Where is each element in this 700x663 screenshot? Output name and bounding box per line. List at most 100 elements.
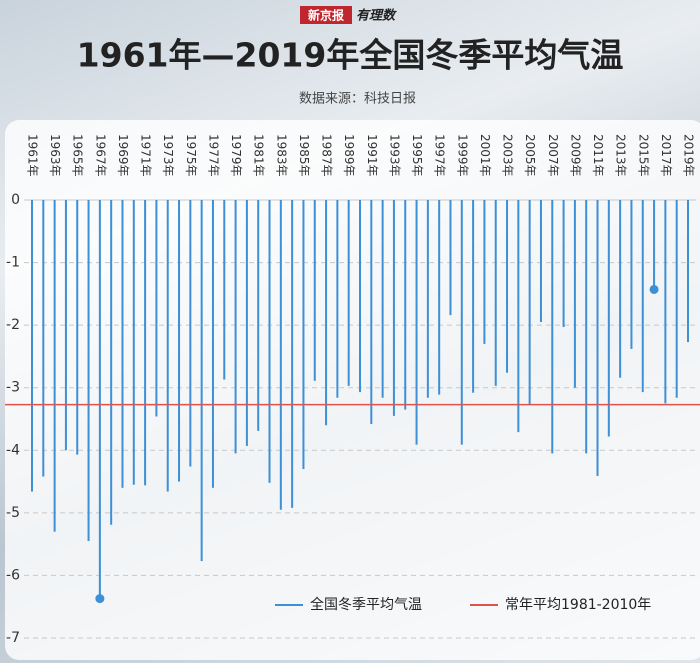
bar [528, 200, 531, 404]
bar [483, 200, 486, 344]
bar [359, 200, 361, 393]
legend-label: 全国冬季平均气温 [310, 596, 422, 613]
bar [494, 200, 497, 386]
bar [64, 200, 67, 451]
bar [426, 200, 429, 398]
x-tick-label: 1983年 [274, 134, 288, 177]
x-tick-label: 1995年 [410, 134, 424, 177]
x-tick-label: 1973年 [161, 134, 175, 177]
bar [653, 200, 656, 290]
brand-box [300, 6, 352, 24]
bar [268, 200, 271, 483]
bar [325, 200, 328, 426]
chart-title: 1961年—2019年全国冬季平均气温 [77, 36, 624, 75]
x-tick-label: 2007年 [546, 134, 560, 177]
y-tick-label: -6 [6, 567, 20, 583]
bar [291, 200, 294, 508]
bar [573, 200, 576, 388]
bar [585, 200, 588, 454]
bar [279, 200, 282, 510]
bar [87, 200, 90, 542]
bar [472, 200, 475, 393]
bar [76, 200, 79, 455]
y-tick-label: 0 [11, 192, 20, 208]
bar [415, 200, 418, 445]
bar [98, 200, 101, 599]
bar [539, 200, 542, 323]
x-tick-label: 2015年 [636, 134, 650, 177]
brand-sub: 有理数 [356, 8, 397, 24]
bar [449, 200, 452, 316]
panel [5, 120, 700, 660]
x-tick-label: 2019年 [682, 134, 696, 177]
y-tick-label: -3 [6, 380, 20, 396]
y-tick-label: -1 [6, 255, 20, 271]
x-tick-label: 1971年 [139, 134, 153, 177]
y-tick-label: -4 [6, 442, 20, 458]
bar [110, 200, 113, 525]
bar [313, 200, 316, 381]
bar [596, 200, 599, 476]
bar [641, 200, 644, 393]
highlight-dot [95, 594, 105, 604]
x-tick-label: 1991年 [365, 134, 379, 177]
x-tick-label: 2001年 [478, 134, 492, 177]
x-tick-label: 1993年 [387, 134, 401, 177]
y-tick-label: -7 [6, 630, 20, 646]
bar [189, 200, 192, 467]
chart-subtitle: 数据来源：科技日报 [299, 92, 416, 107]
x-tick-label: 2005年 [523, 134, 537, 177]
x-tick-label: 1989年 [342, 134, 356, 177]
bar [132, 200, 135, 485]
bar [630, 200, 633, 349]
bar [687, 200, 689, 343]
x-tick-label: 1975年 [184, 134, 198, 177]
x-tick-label: 2013年 [614, 134, 628, 177]
x-tick-label: 1965年 [71, 134, 85, 177]
bar [336, 200, 339, 398]
bar [347, 200, 350, 386]
x-tick-label: 2011年 [591, 134, 605, 177]
x-tick-label: 2017年 [659, 134, 673, 177]
bar [664, 200, 667, 404]
x-tick-label: 1963年 [48, 134, 62, 177]
bar [438, 200, 441, 395]
bar [392, 200, 395, 416]
bar [223, 200, 226, 380]
bar [121, 200, 124, 488]
y-tick-label: -5 [6, 505, 20, 521]
bar [460, 200, 463, 445]
x-tick-label: 2003年 [501, 134, 515, 177]
bar [370, 200, 373, 425]
x-tick-label: 1969年 [116, 134, 130, 177]
bar [551, 200, 554, 454]
bar [144, 200, 147, 486]
brand: 新京报 [308, 8, 344, 23]
bar [607, 200, 610, 437]
bar [302, 200, 305, 470]
bar [155, 200, 158, 417]
x-tick-label: 1979年 [229, 134, 243, 177]
x-tick-label: 1999年 [455, 134, 469, 177]
bar [404, 200, 407, 410]
bar [675, 200, 678, 398]
bar [245, 200, 248, 446]
x-tick-label: 1987年 [320, 134, 334, 177]
bar [517, 200, 520, 433]
x-tick-label: 1981年 [252, 134, 266, 177]
bar [166, 200, 169, 492]
x-tick-label: 1977年 [206, 134, 220, 177]
highlight-dot [649, 284, 659, 294]
bar [234, 200, 237, 454]
bar [200, 200, 203, 562]
bar [506, 200, 509, 373]
x-tick-label: 1997年 [433, 134, 447, 177]
bar [178, 200, 181, 482]
bar [31, 200, 33, 492]
y-tick-label: -2 [6, 317, 20, 333]
bar [53, 200, 56, 532]
bar [257, 200, 260, 431]
bar [211, 200, 214, 488]
x-tick-label: 1967年 [93, 134, 107, 177]
